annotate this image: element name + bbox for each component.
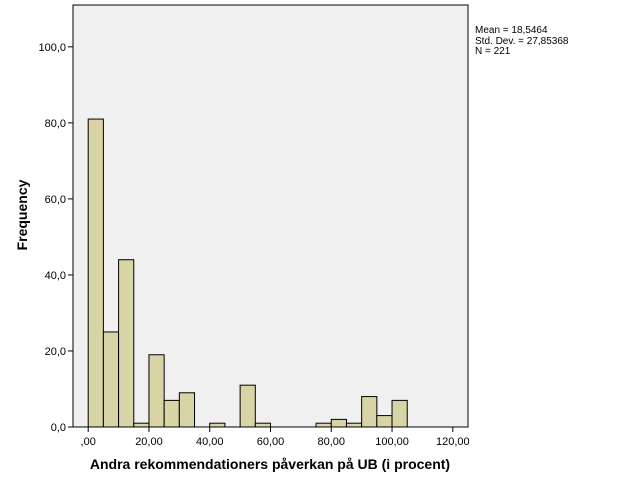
y-axis: 0,0 20,0 40,0 60,0 80,0 100,0 (38, 42, 73, 434)
histogram-bar-11 (330, 418, 347, 428)
x-tick-label: ,00 (81, 436, 96, 448)
stat-std-dev: Std. Dev. = 27,85368 (475, 35, 569, 47)
y-tick-label: 0,0 (51, 422, 66, 434)
x-tick-label: 100,00 (375, 436, 409, 448)
histogram-bar-6 (178, 392, 196, 428)
y-tick-label: 100,0 (38, 42, 66, 54)
histogram-bar-10 (315, 422, 332, 428)
histogram-bar-13 (361, 396, 378, 428)
histogram-bar-14 (376, 415, 393, 428)
x-tick-label: 20,00 (135, 436, 163, 448)
x-tick-label: 60,00 (257, 436, 285, 448)
bars-group (87, 118, 408, 428)
x-axis: ,00 20,00 40,00 60,00 80,00 100,00 120,00 (81, 427, 470, 448)
x-tick-label: 80,00 (318, 436, 346, 448)
y-tick-label: 60,0 (45, 194, 66, 206)
histogram-bar-9 (254, 422, 272, 428)
y-tick-label: 20,0 (45, 346, 66, 358)
x-tick-label: 40,00 (196, 436, 224, 448)
histogram-bar-5 (163, 399, 180, 428)
histogram-bar-0 (87, 118, 104, 428)
x-axis-label: Andra rekommendationers påverkan på UB (… (90, 456, 450, 472)
y-axis-label: Frequency (14, 179, 30, 250)
histogram-bar-7 (209, 422, 226, 428)
histogram-bar-12 (345, 422, 363, 428)
y-tick-label: 80,0 (45, 118, 66, 130)
histogram-bar-3 (133, 422, 150, 428)
y-tick-label: 40,0 (45, 270, 66, 282)
histogram-bar-8 (239, 384, 256, 428)
histogram-bar-4 (148, 354, 165, 428)
stat-n: N = 221 (475, 46, 511, 57)
stat-mean: Mean = 18,5464 (475, 25, 548, 36)
histogram-bar-15 (391, 399, 408, 428)
x-tick-label: 120,00 (436, 436, 470, 448)
plot-area (72, 4, 469, 428)
statistics-box: Mean = 18,5464 Std. Dev. = 27,85368 N = … (475, 25, 569, 58)
histogram-bar-1 (102, 331, 120, 428)
histogram-bar-2 (118, 259, 135, 428)
